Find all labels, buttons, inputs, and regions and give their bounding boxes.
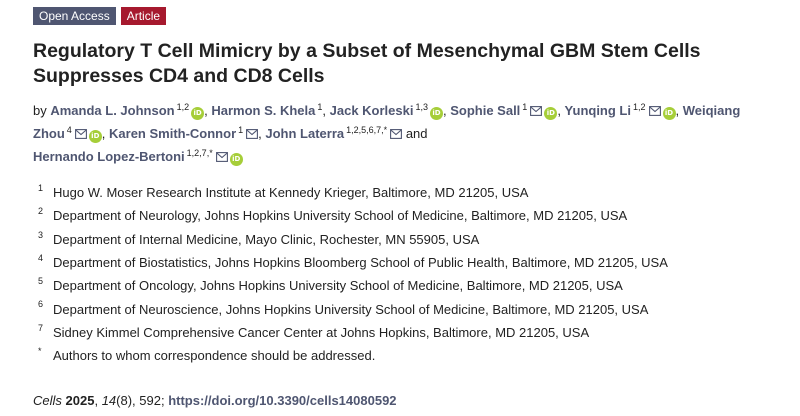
author-affiliation-marker[interactable]: 1	[522, 101, 528, 112]
mail-icon[interactable]	[530, 106, 543, 116]
affiliation-text: Department of Neurology, Johns Hopkins U…	[53, 208, 628, 224]
author-name[interactable]: Yunqing Li	[564, 103, 631, 118]
author-affiliation-marker[interactable]: 1,2	[632, 101, 646, 112]
article-title: Regulatory T Cell Mimicry by a Subset of…	[33, 40, 701, 87]
author-name[interactable]: Harmon S. Khela	[211, 103, 316, 118]
author-name[interactable]: Jack Korleski	[329, 103, 414, 118]
author-affiliation-marker[interactable]: 1,2,5,6,7,*	[346, 124, 388, 135]
author-name[interactable]: Sophie Sall	[450, 103, 521, 118]
affiliation-item: 7 Sidney Kimmel Comprehensive Cancer Cent…	[38, 321, 778, 344]
citation-issue: (8)	[116, 393, 133, 408]
affiliation-text: Hugo W. Moser Research Institute at Kenn…	[53, 185, 529, 201]
open-access-badge[interactable]: Open Access	[33, 7, 116, 25]
affiliation-item: 4 Department of Biostatistics, Johns Hopk…	[38, 251, 778, 274]
author-affiliation-marker[interactable]: 1,3	[415, 101, 428, 112]
affiliation-number: 1	[38, 183, 44, 193]
affiliation-number: 7	[38, 322, 44, 333]
author-name[interactable]: Karen Smith-Connor	[109, 126, 237, 141]
affiliation-text: Department of Neuroscience, Johns Hopkin…	[53, 301, 649, 317]
mail-icon[interactable]	[215, 152, 228, 162]
affiliation-number: *	[38, 346, 42, 357]
byline-prefix: by	[33, 103, 47, 118]
orcid-icon[interactable]: iD	[429, 107, 443, 120]
citation-volume: 14	[101, 393, 117, 408]
doi-link[interactable]: https://doi.org/10.3390/cells14080592	[168, 393, 397, 408]
affiliation-item: * Authors to whom correspondence should b…	[38, 344, 778, 367]
badge-group: Open Access Article	[33, 7, 167, 25]
affiliation-number: 4	[38, 252, 44, 263]
affiliation-number: 6	[38, 299, 44, 310]
orcid-icon[interactable]: iD	[229, 153, 243, 166]
citation-year: 2025	[65, 393, 95, 408]
affiliation-text: Authors to whom correspondence should be…	[53, 348, 376, 364]
author-affiliation-marker[interactable]: 4	[66, 124, 72, 135]
affiliation-text: Department of Internal Medicine, Mayo Cl…	[53, 231, 480, 247]
mail-icon[interactable]	[648, 106, 661, 116]
affiliation-list: 1 Hugo W. Moser Research Institute at Ken…	[38, 181, 778, 367]
author-name[interactable]: Weiqiang Zhou	[33, 103, 741, 141]
citation-journal: Cells	[33, 393, 62, 408]
author-separator: ,	[101, 126, 110, 141]
affiliation-text: Department of Biostatistics, Johns Hopki…	[53, 255, 668, 271]
affiliation-item: 2 Department of Neurology, Johns Hopkins …	[38, 204, 778, 227]
author-affiliation-marker[interactable]: 1,2,7,*	[186, 147, 213, 158]
author-separator: ,	[258, 126, 266, 141]
affiliation-item: 3 Department of Internal Medicine, Mayo C…	[38, 228, 778, 251]
affiliation-text: Department of Oncology, Johns Hopkins Un…	[53, 278, 623, 294]
author-and: and	[405, 126, 428, 141]
mail-icon[interactable]	[390, 129, 403, 139]
affiliation-item: 5 Department of Oncology, Johns Hopkins U…	[38, 274, 778, 297]
mail-icon[interactable]	[246, 129, 259, 139]
author-list: by Amanda L. Johnson 1,2iD, Harmon S. Khe…	[33, 99, 773, 168]
citation-pages: , 592;	[132, 393, 169, 408]
affiliation-number: 5	[38, 276, 44, 287]
orcid-icon[interactable]: iD	[662, 107, 676, 120]
affiliation-number: 3	[38, 229, 44, 240]
author-separator: ,	[322, 103, 330, 118]
author-name[interactable]: John Laterra	[265, 126, 345, 141]
orcid-icon[interactable]: iD	[88, 130, 102, 143]
author-name[interactable]: Amanda L. Johnson	[50, 103, 175, 118]
author-separator: ,	[442, 103, 451, 118]
author-name[interactable]: Hernando Lopez-Bertoni	[33, 149, 185, 164]
affiliation-item: 6 Department of Neuroscience, Johns Hopki…	[38, 297, 778, 320]
affiliation-text: Sidney Kimmel Comprehensive Cancer Cente…	[53, 324, 590, 340]
author-affiliation-marker[interactable]: 1	[317, 101, 323, 112]
author-affiliation-marker[interactable]: 1	[238, 124, 244, 135]
author-separator: ,	[557, 103, 565, 118]
article-type-badge[interactable]: Article	[120, 7, 167, 25]
affiliation-number: 2	[38, 206, 44, 217]
author-separator: ,	[204, 103, 212, 118]
mail-icon[interactable]	[74, 129, 87, 139]
citation: Cells 2025, 14(8), 592; https://doi.org/…	[33, 393, 397, 408]
affiliation-item: 1 Hugo W. Moser Research Institute at Ken…	[38, 181, 778, 204]
author-affiliation-marker[interactable]: 1,2	[176, 101, 190, 112]
orcid-icon[interactable]: iD	[191, 107, 205, 120]
orcid-icon[interactable]: iD	[544, 107, 558, 120]
author-separator: ,	[675, 103, 683, 118]
